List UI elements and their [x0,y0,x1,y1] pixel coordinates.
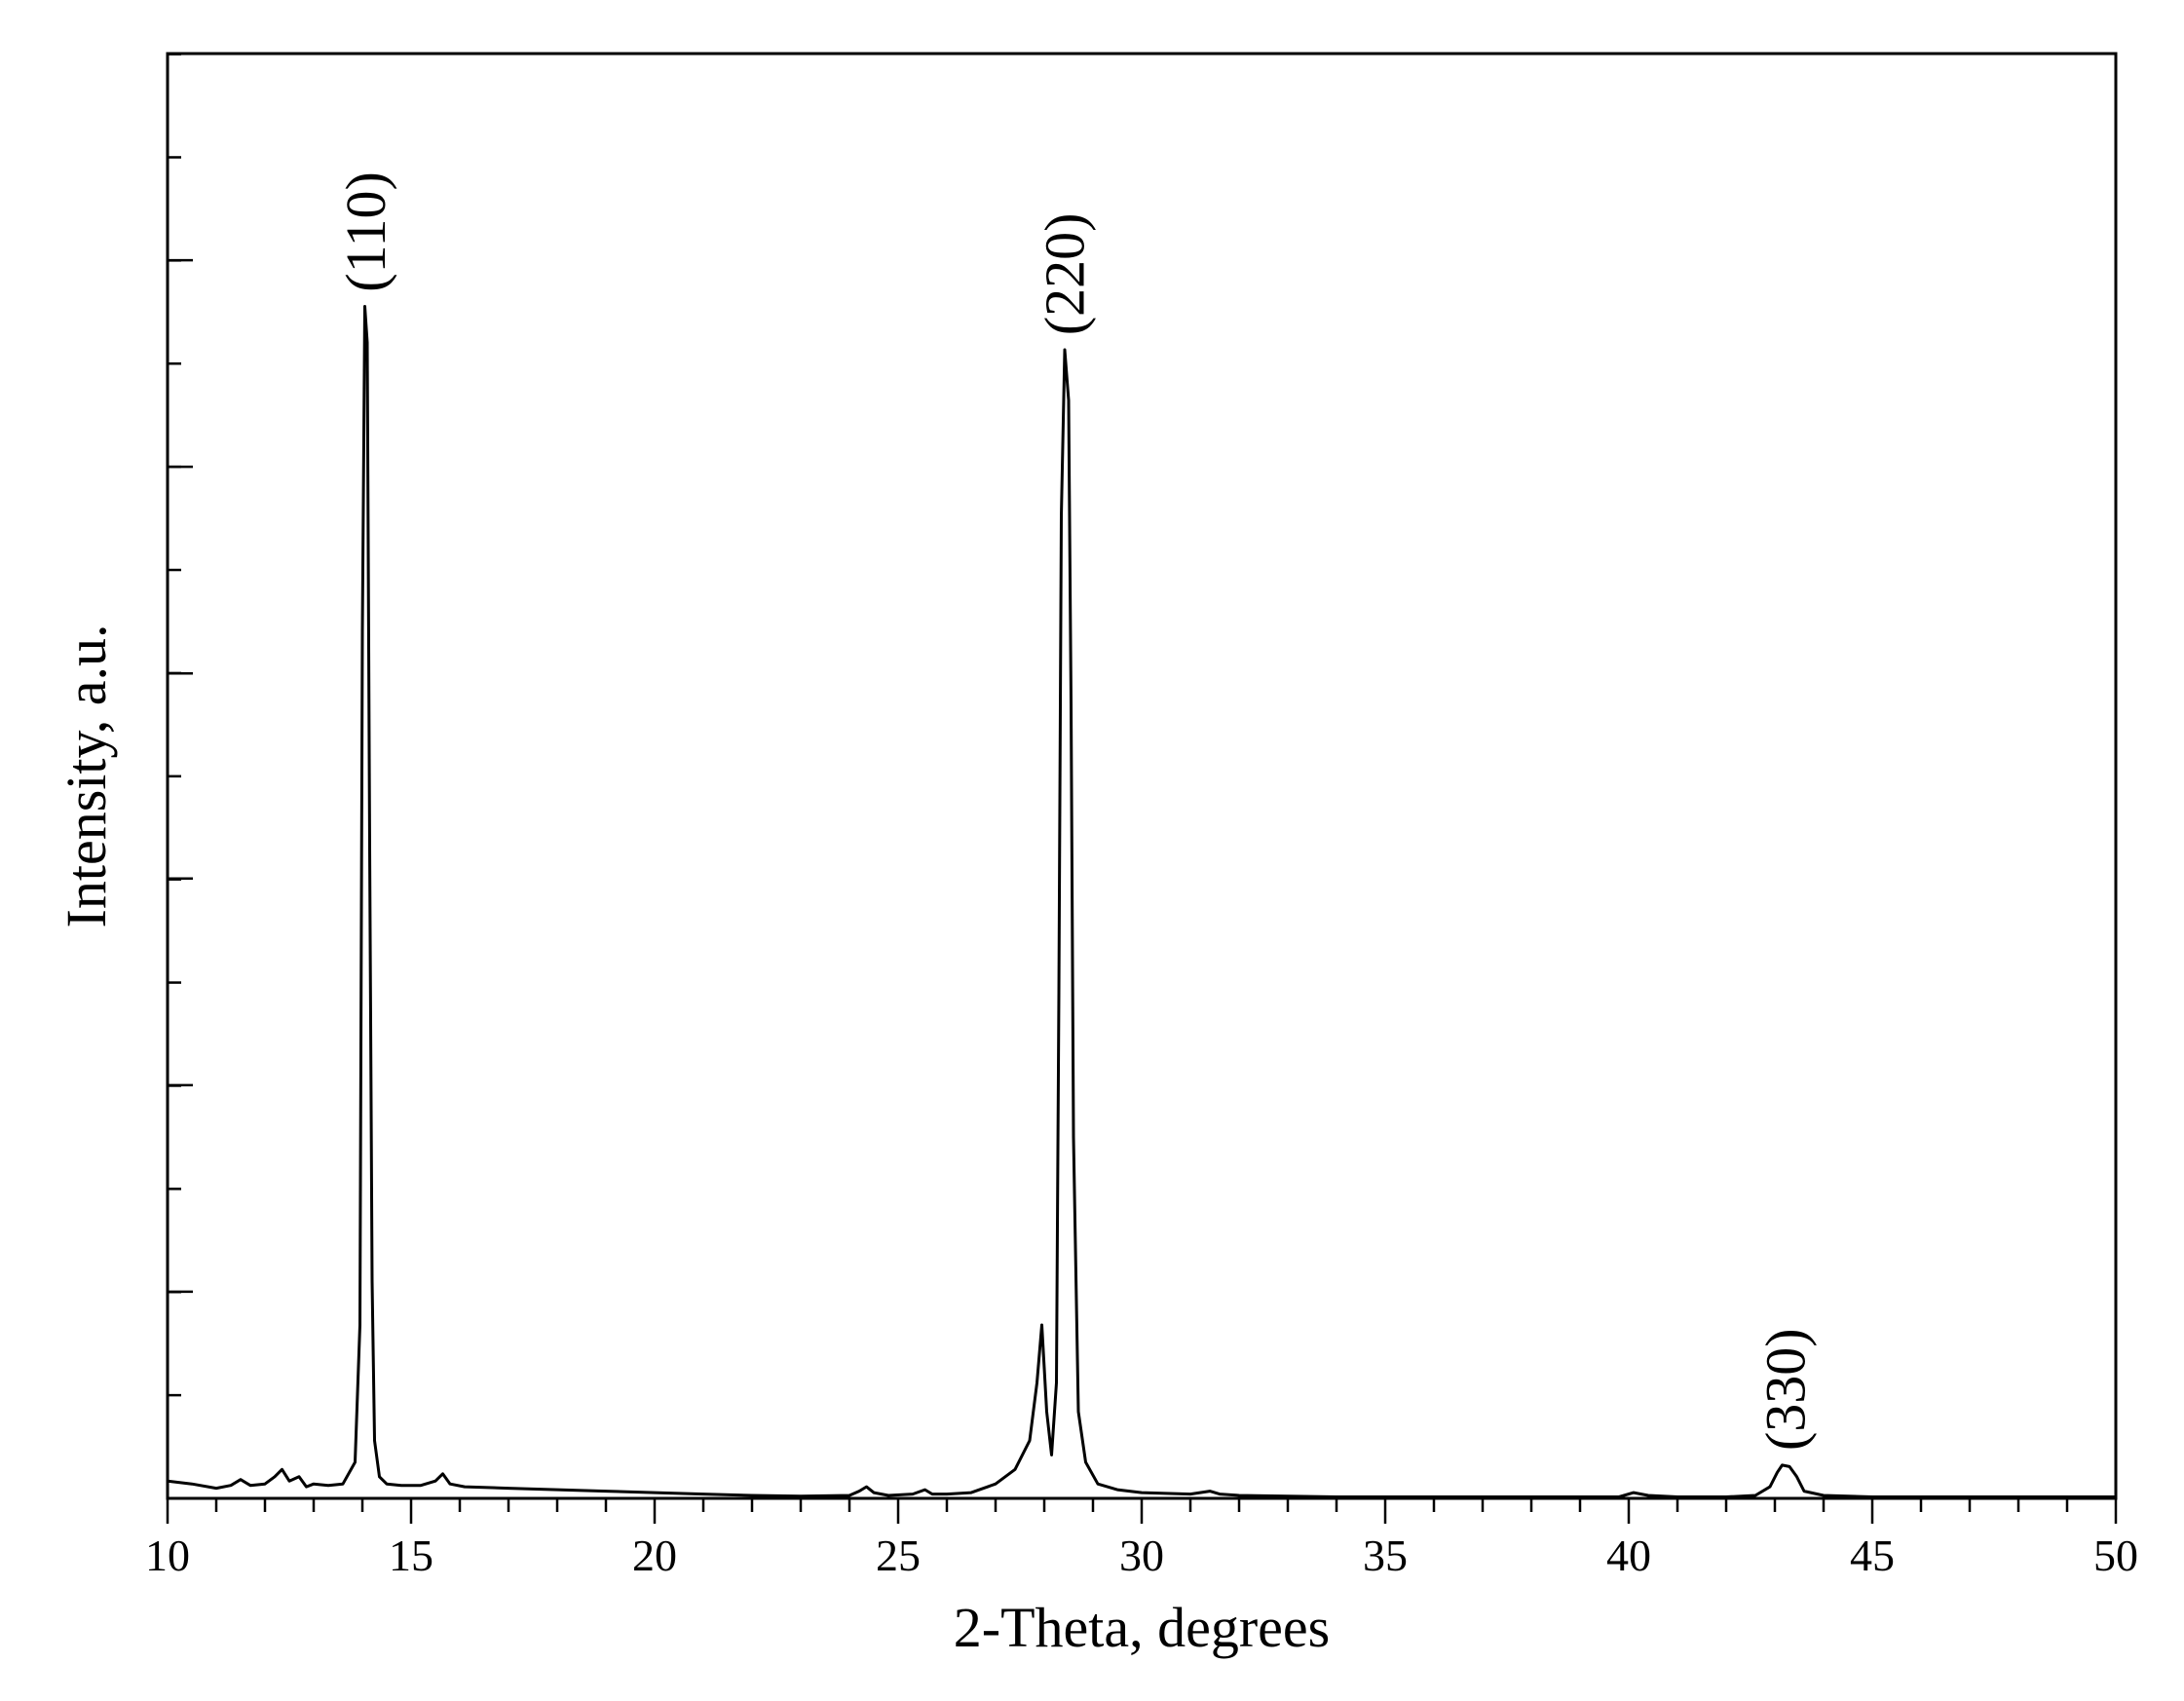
peak-label: (110) [334,171,397,291]
x-tick-label: 10 [145,1531,190,1580]
peak-label: (330) [1754,1328,1818,1451]
x-tick-label: 20 [632,1531,677,1580]
xrd-pattern-line [167,305,2116,1498]
annotations: (110) (220) (330) [334,171,1818,1451]
x-tick-label: 15 [389,1531,433,1580]
ticks: 10 15 20 25 30 35 40 45 50 [145,53,2138,1580]
peak-label: (220) [1034,213,1097,336]
x-axis-title: 2-Theta, degrees [954,1596,1330,1659]
x-tick-label: 45 [1850,1531,1895,1580]
x-tick-label: 35 [1363,1531,1408,1580]
x-tick-label: 25 [876,1531,921,1580]
plot-frame [166,52,2118,1500]
x-tick-label: 50 [2093,1531,2138,1580]
axes [166,52,2118,1500]
series-layer [167,305,2116,1498]
x-tick-label: 40 [1606,1531,1651,1580]
x-tick-label: 30 [1119,1531,1164,1580]
y-axis-title: Intensity, a.u. [55,624,118,928]
